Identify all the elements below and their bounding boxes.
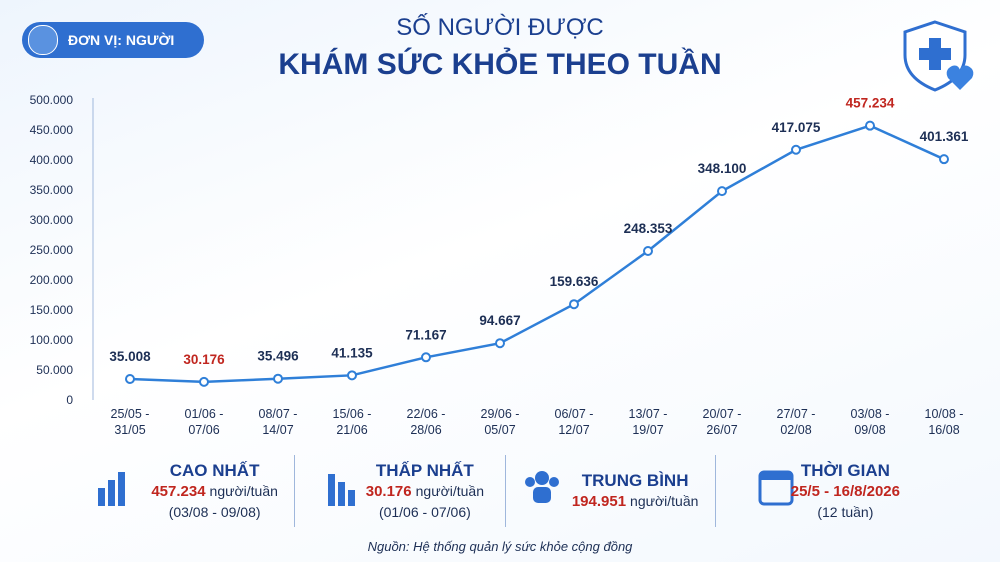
card-unit: người/tuần <box>415 482 484 499</box>
y-tick-label: 500.000 <box>30 93 74 107</box>
card-detail: (12 tuần) <box>817 503 874 520</box>
x-tick-label: 08/07 - 14/07 <box>258 407 298 437</box>
card-value-row: 457.234 người/tuần <box>151 481 278 502</box>
point <box>717 186 727 197</box>
value-label: 417.075 <box>772 120 821 135</box>
card-value: 457.234 <box>151 482 206 500</box>
x-tick-label: 29/06 - 05/07 <box>480 407 520 437</box>
card-detail: (03/08 - 09/08) <box>168 503 261 520</box>
point <box>939 154 949 165</box>
card-title: THẤP NHẤT <box>375 460 474 480</box>
summary-card: CAO NHẤT 457.234 người/tuần (03/08 - 09/08) <box>85 455 296 527</box>
point <box>569 299 579 310</box>
y-tick-label: 150.000 <box>30 303 74 317</box>
source: Nguồn: Hệ thống quản lý sức khỏe cộng đồ… <box>367 539 633 554</box>
card-text: TRUNG BÌNH 194.951 người/tuần <box>572 471 699 512</box>
chart-subtitle: KHÁM SỨC KHỎE THEO TUẦN <box>278 48 722 81</box>
card-icons <box>98 470 794 506</box>
x-tick-label: 15/06 - 21/06 <box>332 407 372 437</box>
value-label: 401.361 <box>920 129 969 144</box>
y-tick-label: 400.000 <box>30 153 74 167</box>
summary-cards: CAO NHẤT 457.234 người/tuần (03/08 - 09/08)… <box>85 455 925 527</box>
x-tick-label: 01/06 - 07/06 <box>184 407 224 437</box>
y-tick-label: 450.000 <box>30 123 74 137</box>
card-unit: người/tuần <box>209 482 278 499</box>
x-tick-label: 22/06 - 28/06 <box>406 407 446 437</box>
summary-card: TRUNG BÌNH 194.951 người/tuần <box>506 455 716 527</box>
shield-icon <box>903 20 974 92</box>
card-text: CAO NHẤT 457.234 người/tuần (03/08 - 09/08) <box>151 461 278 522</box>
y-tick-label: 0 <box>66 393 73 407</box>
card-title: TRUNG BÌNH <box>581 470 689 490</box>
x-tick-label: 20/07 - 26/07 <box>702 407 742 437</box>
x-tick-label: 10/08 - 16/08 <box>924 407 964 437</box>
card-value-row: 25/5 - 16/8/2026 <box>791 481 900 502</box>
value-label: 30.176 <box>183 352 225 367</box>
y-tick-label: 300.000 <box>30 213 74 227</box>
summary-card: THẤP NHẤT 30.176 người/tuần (01/06 - 07/06) <box>295 455 506 527</box>
point <box>865 120 875 131</box>
value-label: 71.167 <box>405 327 446 342</box>
y-tick-label: 350.000 <box>30 183 74 197</box>
value-label: 94.667 <box>479 313 520 328</box>
card-value: 25/5 - 16/8/2026 <box>790 482 900 500</box>
y-tick-label: 50.000 <box>36 363 73 377</box>
value-label: 35.008 <box>109 349 151 364</box>
point <box>643 245 653 256</box>
card-text: THỜI GIAN 25/5 - 16/8/2026 (12 tuần) <box>791 461 900 522</box>
line <box>129 124 945 384</box>
card-title: THỜI GIAN <box>800 460 890 480</box>
x-tick-label: 03/08 - 09/08 <box>850 407 890 437</box>
card-title: CAO NHẤT <box>169 460 260 480</box>
value-label: 457.234 <box>846 96 895 111</box>
value-label: 248.353 <box>624 221 673 236</box>
value-label: 348.100 <box>698 161 747 176</box>
x-tick-label: 25/05 - 31/05 <box>110 407 150 437</box>
x-tick-label: 13/07 - 19/07 <box>628 407 668 437</box>
summary-card: THỜI GIAN 25/5 - 16/8/2026 (12 tuần) <box>716 455 925 527</box>
card-value-row: 194.951 người/tuần <box>572 491 699 512</box>
point <box>421 352 431 363</box>
value-label: 41.135 <box>331 345 373 360</box>
card-value-row: 30.176 người/tuần <box>366 481 484 502</box>
y-tick-label: 100.000 <box>30 333 74 347</box>
y-tick-label: 250.000 <box>30 243 74 257</box>
value-label: 35.496 <box>257 349 299 364</box>
badge-text: ĐƠN VỊ: NGƯỜI <box>68 32 175 48</box>
point <box>199 376 209 387</box>
card-detail: (01/06 - 07/06) <box>378 503 471 520</box>
chart-title: SỐ NGƯỜI ĐƯỢC <box>396 14 604 41</box>
point <box>273 373 283 384</box>
point <box>347 370 357 381</box>
x-tick-label: 27/07 - 02/08 <box>776 407 816 437</box>
value-label: 159.636 <box>550 274 599 289</box>
card-value: 30.176 <box>365 482 412 500</box>
card-text: THẤP NHẤT 30.176 người/tuần (01/06 - 07/06) <box>366 461 484 522</box>
point <box>495 338 505 349</box>
x-tick-label: 06/07 - 12/07 <box>554 407 594 437</box>
y-tick-label: 200.000 <box>30 273 74 287</box>
unit-badge: ĐƠN VỊ: NGƯỜI <box>22 22 204 58</box>
point <box>125 373 135 384</box>
card-value: 194.951 <box>571 492 627 510</box>
point <box>791 144 801 155</box>
card-unit: người/tuần <box>630 492 699 509</box>
